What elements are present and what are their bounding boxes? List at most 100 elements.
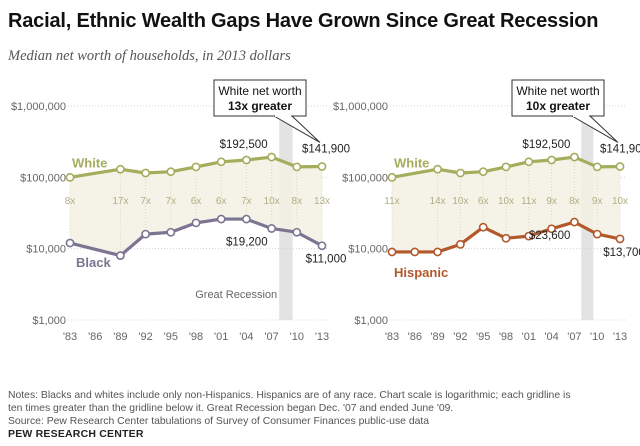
- p1-y-tick-label: $100,000: [20, 172, 66, 184]
- p2-ratio-label-2013: 10x: [612, 196, 628, 207]
- p2-y-tick-label: $10,000: [348, 244, 388, 256]
- p1-point-white-1992: [141, 168, 150, 178]
- p2-value-label-hispanic-2013: $13,700: [603, 247, 640, 259]
- p1-recession-label: Great Recession: [195, 289, 277, 301]
- p2-x-tick-label: '07: [567, 331, 581, 343]
- p1-y-tick-label: $1,000: [32, 315, 66, 327]
- p2-point-hispanic-2010: [592, 229, 602, 239]
- p1-point-black-2007: [267, 224, 276, 233]
- p2-x-tick-label: '95: [476, 331, 490, 343]
- p2-ratio-label-1995: 6x: [478, 196, 489, 207]
- chart-notes: Notes: Blacks and whites include only no…: [8, 389, 628, 428]
- p2-gap-area: [392, 157, 620, 252]
- p1-callout-line-1: White net worth: [218, 84, 301, 98]
- p2-x-tick-label: '86: [408, 331, 422, 343]
- p2-point-hispanic-2004: [547, 224, 556, 234]
- p2-x-tick-label: '89: [430, 331, 444, 343]
- p1-series-line-white: [69, 155, 323, 179]
- p2-x-tick-label: '04: [544, 331, 558, 343]
- p1-ratio-label-2007: 10x: [264, 196, 280, 207]
- p2-callout-pointer: [571, 115, 619, 143]
- p1-ratio-label-2004: 7x: [241, 196, 252, 207]
- p2-point-white-1989: [433, 164, 442, 174]
- chart-subtitle: Median net worth of households, in 2013 …: [8, 48, 291, 64]
- p1-point-white-1998: [191, 162, 201, 172]
- p2-ratio-label-1998: 10x: [498, 196, 514, 207]
- p1-ratio-label-1989: 17x: [112, 196, 128, 207]
- p2-x-tick-label: '13: [613, 331, 627, 343]
- p2-point-white-1995: [478, 167, 488, 177]
- p1-ratio-label-1983: 8x: [65, 196, 76, 207]
- p1-point-white-2004: [241, 155, 251, 165]
- p1-ratio-label-1992: 7x: [140, 196, 151, 207]
- p2-ratio-label-1983: 11x: [384, 196, 399, 207]
- p2-value-label-white-2013: $141,900: [600, 143, 640, 155]
- p2-point-white-1983: [387, 172, 397, 182]
- p1-value-label-black-2007: $19,200: [226, 236, 268, 248]
- p1-point-white-1995: [166, 167, 176, 177]
- p2-callout-line-2: 10x greater: [526, 99, 590, 113]
- p2-value-label-hispanic-2007: $23,600: [529, 230, 571, 242]
- p1-point-white-2001: [216, 157, 226, 167]
- p1-x-tick-label: '92: [138, 331, 152, 343]
- p2-point-white-1998: [501, 162, 511, 172]
- p1-series-label-black: Black: [76, 255, 111, 270]
- p1-series-label-white: White: [72, 155, 107, 170]
- p2-series-line-white: [391, 155, 621, 179]
- p1-x-tick-label: '89: [113, 331, 127, 343]
- p1-x-tick-label: '10: [290, 331, 304, 343]
- p1-value-label-white-2013: $141,900: [302, 143, 350, 155]
- p1-point-black-1989: [116, 251, 125, 260]
- p1-point-black-2013: [317, 241, 327, 251]
- p1-point-white-2007: [267, 152, 276, 162]
- p2-y-tick-label: $1,000,000: [333, 101, 388, 113]
- p2-ratio-label-2010: 9x: [592, 196, 603, 207]
- p2-point-white-2007: [570, 152, 579, 162]
- p1-x-tick-label: '86: [88, 331, 102, 343]
- p2-ratio-label-2004: 9x: [546, 196, 557, 207]
- p2-ratio-label-1992: 10x: [452, 196, 468, 207]
- p1-point-black-1998: [191, 218, 201, 228]
- p2-point-hispanic-2013: [615, 234, 625, 244]
- p1-x-tick-label: '98: [189, 331, 203, 343]
- p2-point-hispanic-1983: [387, 247, 397, 257]
- p2-ratio-label-2007: 8x: [569, 196, 580, 207]
- p2-x-tick-label: '10: [590, 331, 604, 343]
- p1-x-tick-label: '95: [164, 331, 178, 343]
- p2-point-white-2013: [615, 162, 625, 171]
- p2-ratio-label-1989: 14x: [430, 196, 446, 207]
- p2-point-white-1992: [455, 168, 465, 178]
- p2-y-tick-label: $1,000: [354, 315, 388, 327]
- p1-point-black-2010: [292, 227, 302, 237]
- p1-x-tick-label: '83: [63, 331, 77, 343]
- notes-line-3: Source: Pew Research Center tabulations …: [8, 416, 430, 427]
- p1-point-black-1983: [65, 238, 75, 248]
- p1-ratio-label-2001: 6x: [216, 196, 227, 207]
- p2-point-hispanic-1989: [433, 247, 442, 257]
- chart-title: Racial, Ethnic Wealth Gaps Have Grown Si…: [8, 10, 599, 32]
- p2-series-label-hispanic: Hispanic: [394, 265, 448, 280]
- p2-callout-line-1: White net worth: [516, 84, 599, 98]
- p1-callout-box: [213, 79, 307, 117]
- p2-callout-box: [511, 79, 605, 117]
- p2-point-hispanic-1995: [478, 222, 488, 232]
- p2-ratio-label-2001: 11x: [521, 196, 536, 207]
- p1-value-label-white-2007: $192,500: [220, 139, 268, 151]
- p2-point-white-2004: [547, 155, 556, 165]
- p2-point-white-2001: [524, 157, 534, 167]
- p1-ratio-label-2010: 8x: [292, 196, 303, 207]
- p1-point-white-1983: [65, 172, 75, 182]
- p2-value-label-white-2007: $192,500: [522, 139, 570, 151]
- p1-point-black-2004: [241, 214, 251, 224]
- p1-ratio-label-2013: 13x: [314, 196, 330, 207]
- p2-x-tick-label: '01: [522, 331, 536, 343]
- p2-point-hispanic-1998: [501, 233, 511, 243]
- notes-line-2: ten times greater than the gridline belo…: [8, 403, 454, 414]
- p1-x-tick-label: '01: [214, 331, 228, 343]
- p1-x-tick-label: '04: [239, 331, 253, 343]
- p2-point-white-2010: [592, 162, 602, 172]
- p1-point-black-1995: [166, 227, 176, 237]
- p1-x-tick-label: '13: [315, 331, 329, 343]
- p1-ratio-label-1995: 7x: [166, 196, 177, 207]
